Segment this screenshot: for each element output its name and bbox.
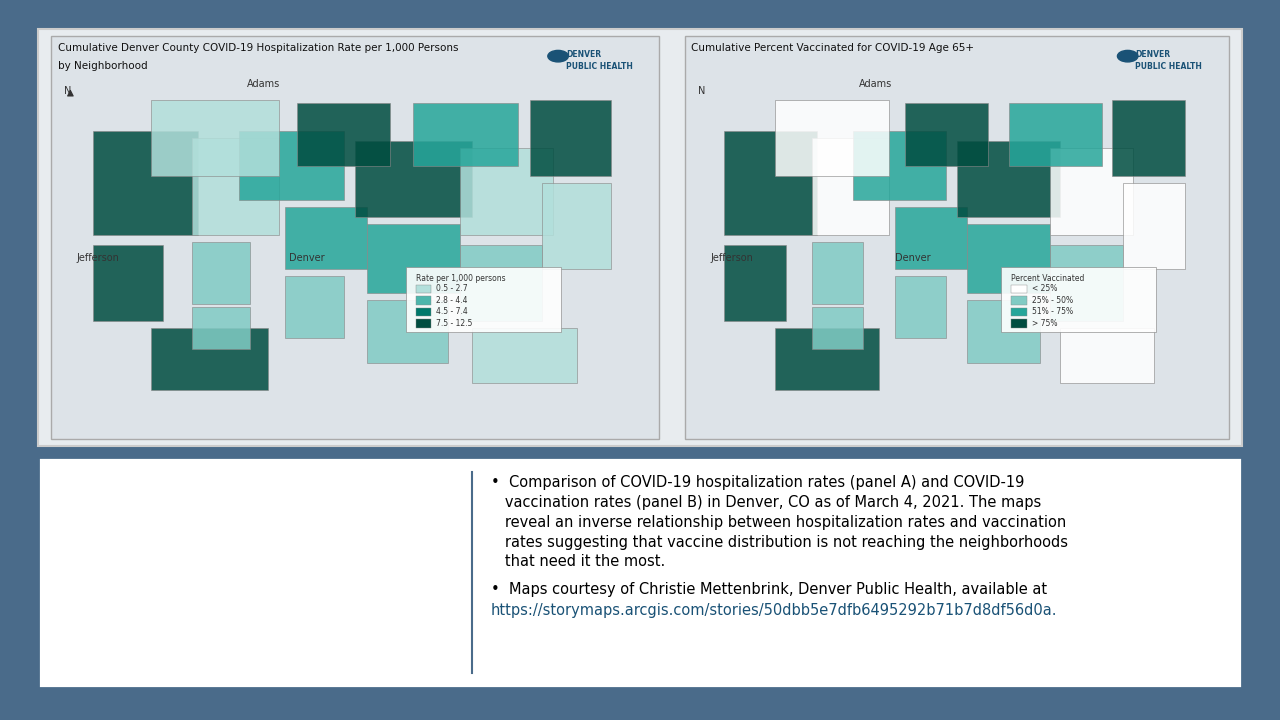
- Text: DENVER
PUBLIC HEALTH: DENVER PUBLIC HEALTH: [566, 50, 632, 71]
- Text: 0.5 - 2.7: 0.5 - 2.7: [436, 284, 468, 293]
- Text: Adams: Adams: [859, 79, 892, 89]
- Text: 51% - 75%: 51% - 75%: [1032, 307, 1073, 316]
- FancyBboxPatch shape: [1001, 266, 1156, 332]
- Text: Denver: Denver: [896, 253, 931, 263]
- Text: by Neighborhood: by Neighborhood: [58, 61, 147, 71]
- Bar: [413, 104, 518, 166]
- Bar: [471, 328, 576, 383]
- Bar: [812, 307, 864, 348]
- Text: Jefferson: Jefferson: [710, 253, 753, 263]
- Text: Jefferson: Jefferson: [77, 253, 119, 263]
- Text: Rate per 1,000 persons: Rate per 1,000 persons: [416, 274, 506, 284]
- Bar: [541, 183, 612, 269]
- Text: < 25%: < 25%: [1032, 284, 1057, 293]
- Bar: [1050, 148, 1133, 235]
- Bar: [93, 131, 198, 235]
- Circle shape: [1117, 50, 1138, 62]
- Bar: [238, 131, 343, 200]
- Circle shape: [548, 50, 568, 62]
- Text: Percent Vaccinated: Percent Vaccinated: [1011, 274, 1084, 284]
- Bar: [895, 276, 946, 338]
- Text: •  Comparison of COVID-19 hospitalization rates (panel A) and COVID-19
   vaccin: • Comparison of COVID-19 hospitalization…: [490, 475, 1068, 570]
- Bar: [1123, 183, 1185, 269]
- Bar: [968, 225, 1050, 294]
- Bar: [192, 307, 251, 348]
- Bar: [957, 141, 1060, 217]
- Text: •  Maps courtesy of Christie Mettenbrink, Denver Public Health, available at: • Maps courtesy of Christie Mettenbrink,…: [490, 582, 1047, 597]
- Bar: [1011, 296, 1027, 305]
- Bar: [905, 104, 988, 166]
- Bar: [1011, 284, 1027, 293]
- FancyBboxPatch shape: [38, 29, 1242, 446]
- Bar: [416, 319, 431, 328]
- Bar: [416, 296, 431, 305]
- Text: N: N: [698, 86, 705, 96]
- Bar: [776, 328, 879, 390]
- Bar: [1011, 307, 1027, 316]
- Text: 2.8 - 4.4: 2.8 - 4.4: [436, 296, 468, 305]
- Text: Adams: Adams: [247, 79, 280, 89]
- Text: DENVER
PUBLIC HEALTH: DENVER PUBLIC HEALTH: [1135, 50, 1202, 71]
- Bar: [776, 100, 890, 176]
- Bar: [297, 104, 390, 166]
- Text: > 75%: > 75%: [1032, 319, 1057, 328]
- Bar: [530, 100, 612, 176]
- Text: Cumulative Denver County COVID-19 Hospitalization Rate per 1,000 Persons: Cumulative Denver County COVID-19 Hospit…: [58, 43, 458, 53]
- Bar: [1060, 328, 1153, 383]
- Text: Cumulative Percent Vaccinated for COVID-19 Age 65+: Cumulative Percent Vaccinated for COVID-…: [691, 43, 974, 53]
- Bar: [51, 36, 659, 439]
- Bar: [192, 242, 251, 304]
- Bar: [285, 207, 367, 269]
- Bar: [416, 307, 431, 316]
- Text: N: N: [64, 86, 72, 96]
- FancyBboxPatch shape: [406, 266, 561, 332]
- Bar: [460, 148, 553, 235]
- Bar: [192, 138, 279, 235]
- Text: Denver: Denver: [289, 253, 324, 263]
- Bar: [1050, 245, 1123, 321]
- FancyBboxPatch shape: [38, 457, 1242, 688]
- Bar: [151, 100, 279, 176]
- Bar: [895, 207, 968, 269]
- Text: 7.5 - 12.5: 7.5 - 12.5: [436, 319, 472, 328]
- Bar: [812, 138, 890, 235]
- Bar: [1011, 319, 1027, 328]
- Text: https://storymaps.arcgis.com/stories/50dbb5e7dfb6495292b71b7d8df56d0a.: https://storymaps.arcgis.com/stories/50d…: [490, 603, 1057, 618]
- Bar: [367, 225, 460, 294]
- Bar: [968, 300, 1039, 363]
- Text: 4.5 - 7.4: 4.5 - 7.4: [436, 307, 468, 316]
- Bar: [854, 131, 946, 200]
- Bar: [1112, 100, 1185, 176]
- Bar: [812, 242, 864, 304]
- Bar: [723, 245, 786, 321]
- Text: 25% - 50%: 25% - 50%: [1032, 296, 1073, 305]
- Bar: [93, 245, 163, 321]
- Bar: [460, 245, 541, 321]
- Bar: [685, 36, 1229, 439]
- Bar: [1009, 104, 1102, 166]
- Bar: [355, 141, 471, 217]
- Bar: [285, 276, 343, 338]
- Bar: [416, 284, 431, 293]
- Bar: [367, 300, 448, 363]
- Bar: [151, 328, 268, 390]
- Bar: [723, 131, 817, 235]
